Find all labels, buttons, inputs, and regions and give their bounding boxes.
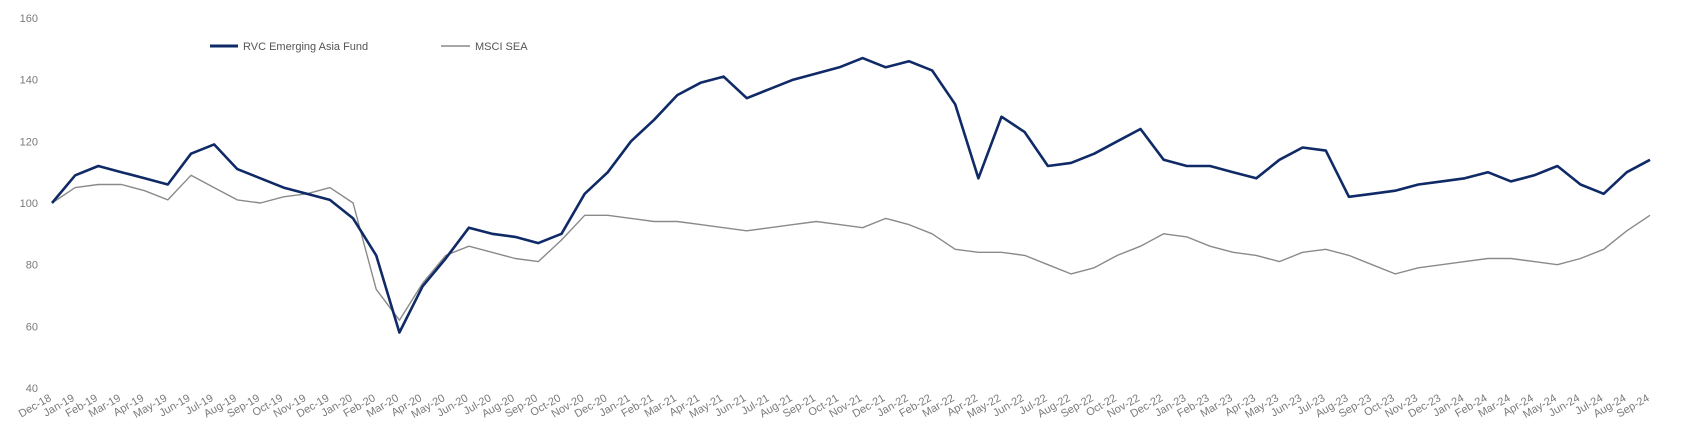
y-tick-label: 40 xyxy=(26,383,38,395)
legend-label-rvc: RVC Emerging Asia Fund xyxy=(243,41,368,53)
plot-area xyxy=(51,56,1651,334)
y-axis: 40 60 80 100 120 140 160 xyxy=(20,13,38,395)
x-axis: Dec-18Jan-19Feb-19Mar-19Apr-19May-19Jun-… xyxy=(17,392,1652,421)
y-tick-label: 160 xyxy=(20,13,38,25)
y-tick-label: 120 xyxy=(20,136,38,148)
legend-label-msci: MSCI SEA xyxy=(475,41,528,53)
y-tick-label: 100 xyxy=(20,198,38,210)
series-line-rvc xyxy=(51,56,1651,334)
legend: RVC Emerging Asia Fund MSCI SEA xyxy=(210,41,528,53)
series-line-msci xyxy=(51,174,1651,321)
y-tick-label: 60 xyxy=(26,321,38,333)
y-tick-label: 80 xyxy=(26,260,38,272)
y-tick-label: 140 xyxy=(20,75,38,87)
